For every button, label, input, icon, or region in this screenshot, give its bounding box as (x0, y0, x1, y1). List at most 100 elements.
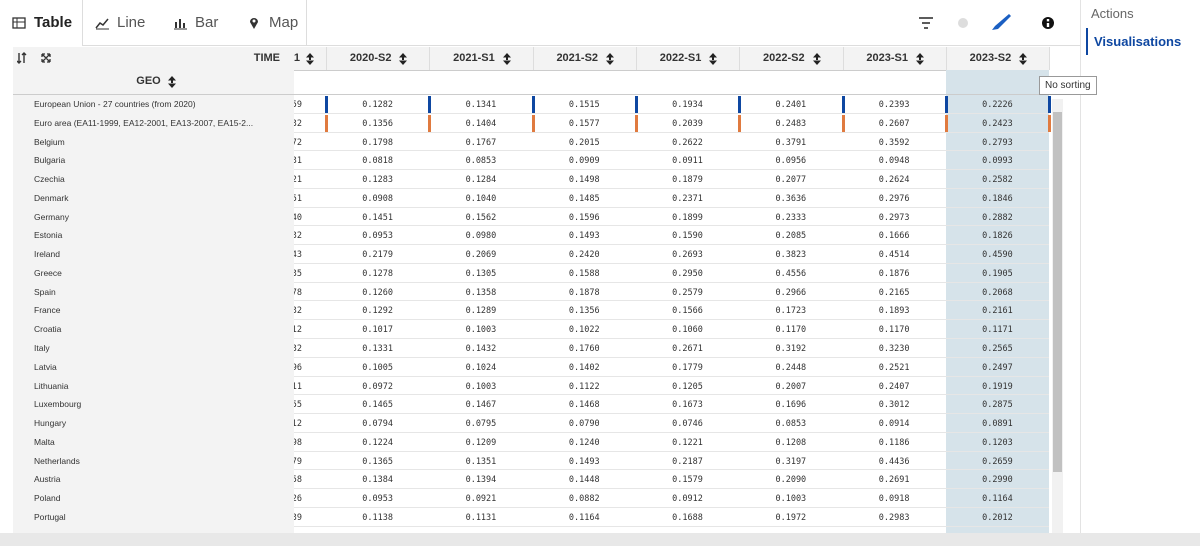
value-cell: 0.1879 (672, 175, 703, 186)
column-header[interactable]: 2023-S1 (866, 52, 908, 64)
tab-label[interactable]: Map (269, 14, 299, 31)
value-cell: 0.1292 (362, 306, 393, 317)
row-separator (294, 469, 1050, 471)
column-separator (1049, 47, 1051, 70)
column-header[interactable]: 2022-S1 (659, 52, 702, 64)
sort-icon[interactable] (709, 53, 718, 65)
column-header[interactable]: 2023-S2 (969, 52, 1012, 64)
value-cell: 0.0794 (362, 419, 393, 430)
value-cell: 0.2973 (878, 212, 910, 223)
column-separator (842, 47, 844, 70)
toggle-icon[interactable] (958, 18, 968, 28)
value-cell: 0.1493 (568, 231, 600, 242)
column-header[interactable]: 1 (293, 52, 300, 64)
row-separator (294, 506, 1050, 508)
series-marker (944, 96, 948, 113)
highlight-column (945, 70, 1050, 533)
value-cell: 0.0909 (568, 156, 600, 167)
tab-label[interactable]: Bar (195, 14, 219, 31)
row-separator (294, 394, 1050, 396)
sort-icon[interactable] (399, 53, 408, 65)
sort-icon[interactable] (605, 53, 614, 65)
value-cell: 0.1171 (982, 325, 1013, 336)
value-cell: 0.2875 (982, 400, 1013, 411)
geo-cell: Portugal (34, 511, 66, 522)
series-marker (738, 96, 742, 113)
value-cell: 0.2671 (672, 344, 703, 354)
value-cell: 0.2187 (672, 456, 703, 467)
value-cell: 0.2565 (982, 344, 1013, 354)
series-marker (325, 114, 328, 132)
value-cell: 0.2659 (982, 456, 1013, 467)
toolbar-icons (919, 14, 1054, 30)
value-cell: 0.2423 (982, 118, 1013, 129)
sidebar-visualisations[interactable]: Visualisations (1086, 28, 1181, 55)
tab[interactable]: Bar (173, 0, 218, 45)
value-cell: 0.1289 (465, 306, 497, 317)
value-cell: 0.1826 (982, 231, 1013, 242)
sort-icon[interactable] (915, 53, 924, 65)
header-controls[interactable] (17, 52, 57, 66)
value-cell: 0.2090 (775, 475, 807, 486)
tooltip: No sorting (1039, 76, 1097, 95)
column-header[interactable]: 2022-S2 (763, 52, 805, 64)
value-cell: 0.0795 (465, 419, 497, 430)
geo-cell: Latvia (34, 361, 57, 372)
value-cell: 0.4556 (775, 268, 807, 279)
value-cell: 0.1579 (672, 475, 703, 486)
row-separator (294, 319, 1050, 321)
series-marker (428, 114, 432, 132)
value-cell: 0.1040 (465, 193, 497, 204)
value-cell: 40 (294, 212, 302, 223)
column-header[interactable]: 2020-S2 (349, 52, 392, 64)
row-separator (294, 225, 1050, 227)
column-header[interactable]: 2021-S2 (556, 52, 599, 64)
sidebar-actions[interactable]: Actions (1091, 6, 1134, 21)
row-separator (294, 375, 1050, 377)
value-cell: 0.1467 (465, 400, 497, 411)
value-cell: 0.1465 (362, 400, 393, 411)
geo-cell: Austria (34, 474, 61, 485)
value-cell: 98 (294, 437, 302, 448)
value-cell: 0.0972 (362, 381, 393, 392)
value-cell: 0.1919 (982, 381, 1013, 392)
geo-cell: Hungary (34, 418, 67, 429)
value-cell: 0.1164 (982, 494, 1013, 505)
column-header[interactable]: 2021-S1 (453, 52, 495, 64)
sort-icon[interactable] (812, 53, 821, 65)
row-separator (294, 431, 1050, 433)
sort-icon[interactable] (502, 53, 511, 65)
tab[interactable]: Table (12, 0, 73, 47)
geo-cell: Malta (34, 436, 55, 447)
value-cell: 0.1356 (568, 306, 600, 317)
value-cell: 0.1876 (878, 268, 910, 279)
brush-icon[interactable] (992, 14, 1011, 30)
geo-cell: Lithuania (34, 380, 69, 391)
tab-label[interactable]: Line (117, 14, 146, 31)
tab-label[interactable]: Table (34, 14, 73, 31)
time-label: TIME (253, 52, 280, 64)
row-separator (294, 488, 1050, 490)
tab[interactable]: Line (95, 0, 145, 45)
tab[interactable]: Map (247, 0, 298, 45)
tab-icon (174, 18, 187, 29)
value-cell: 0.2039 (672, 118, 703, 129)
sort-icon[interactable] (1019, 53, 1028, 65)
value-cell: 0.2693 (672, 250, 703, 261)
filter-icon[interactable] (919, 17, 933, 29)
value-cell: 0.1666 (878, 231, 910, 242)
column-separator (945, 47, 947, 70)
row-separator (294, 300, 1050, 302)
geo-cell: European Union - 27 countries (from 2020… (34, 99, 196, 109)
sort-icon[interactable] (167, 76, 176, 88)
value-cell: 0.3592 (878, 137, 910, 148)
value-cell: 0.2990 (982, 475, 1013, 486)
scrollbar-thumb[interactable] (1053, 112, 1063, 472)
sort-icon[interactable] (306, 53, 314, 65)
value-cell: 0.1696 (775, 400, 807, 411)
column-separator (326, 47, 327, 70)
value-cell: 0.2371 (672, 193, 703, 204)
value-cell: 0.1240 (568, 437, 600, 448)
help-mark (1046, 23, 1050, 27)
value-cell: 0.1448 (568, 475, 600, 486)
